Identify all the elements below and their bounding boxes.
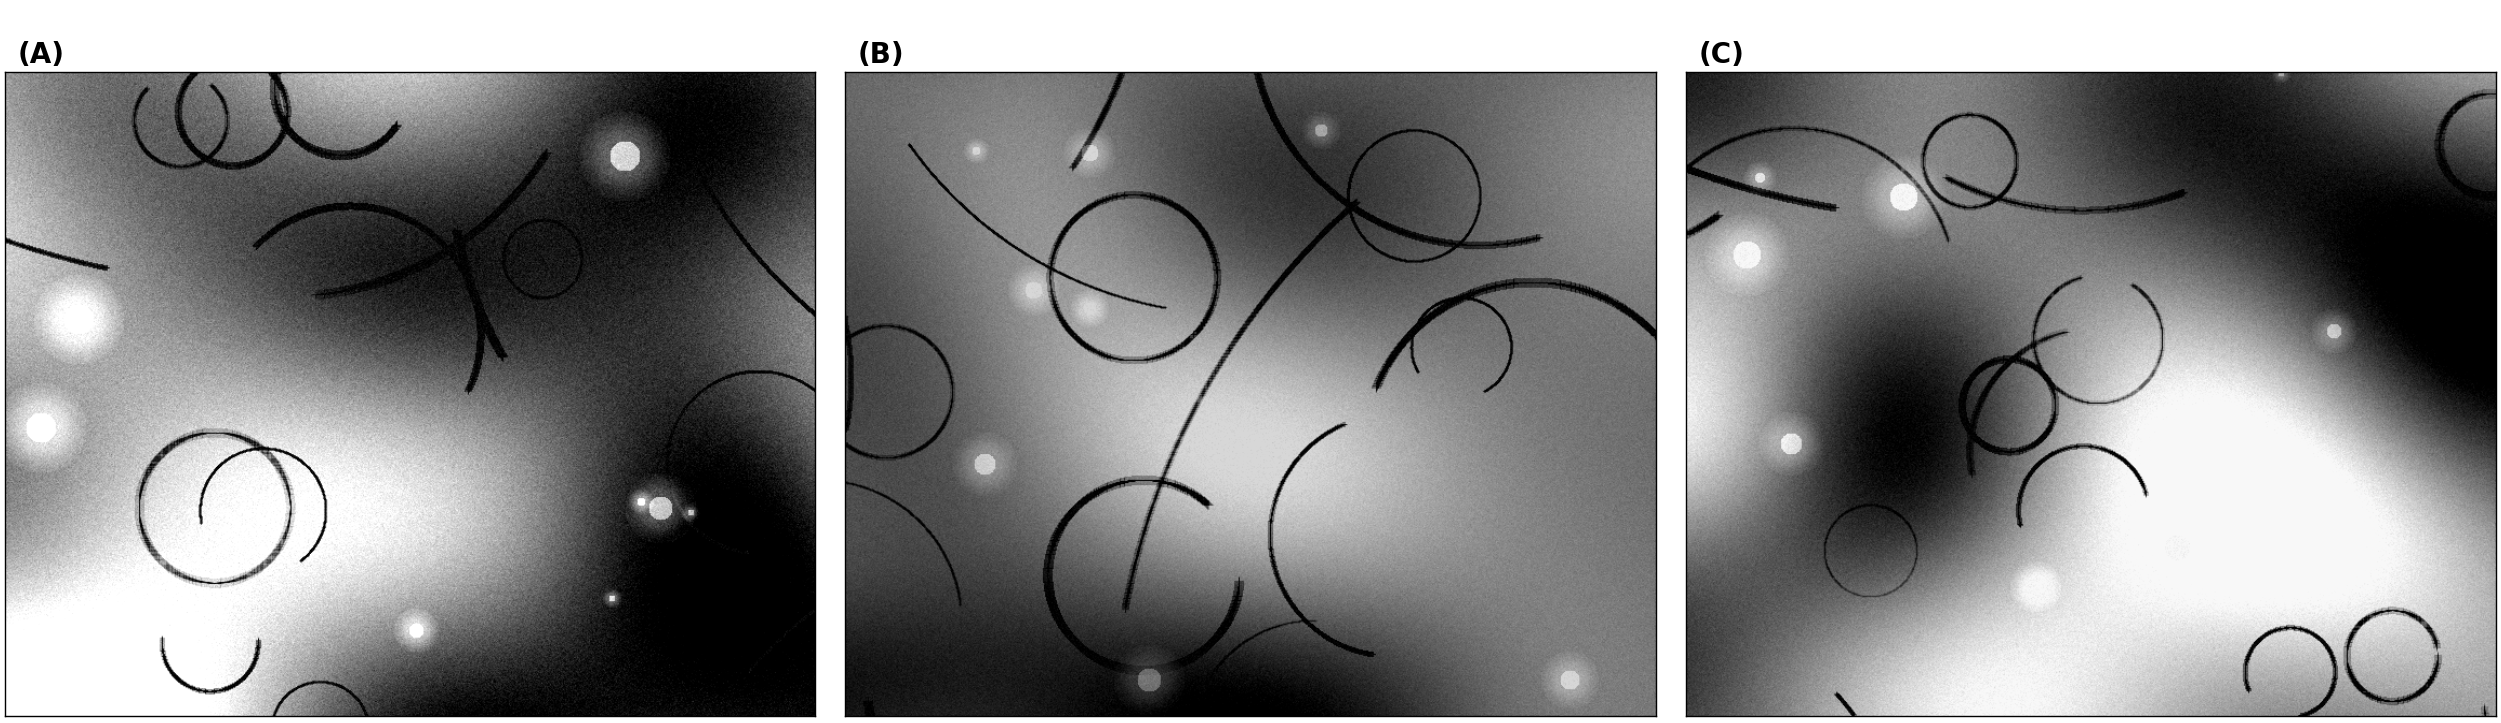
Text: (A): (A) [18, 40, 65, 69]
Text: (B): (B) [858, 40, 905, 69]
Text: (C): (C) [1698, 40, 1743, 69]
